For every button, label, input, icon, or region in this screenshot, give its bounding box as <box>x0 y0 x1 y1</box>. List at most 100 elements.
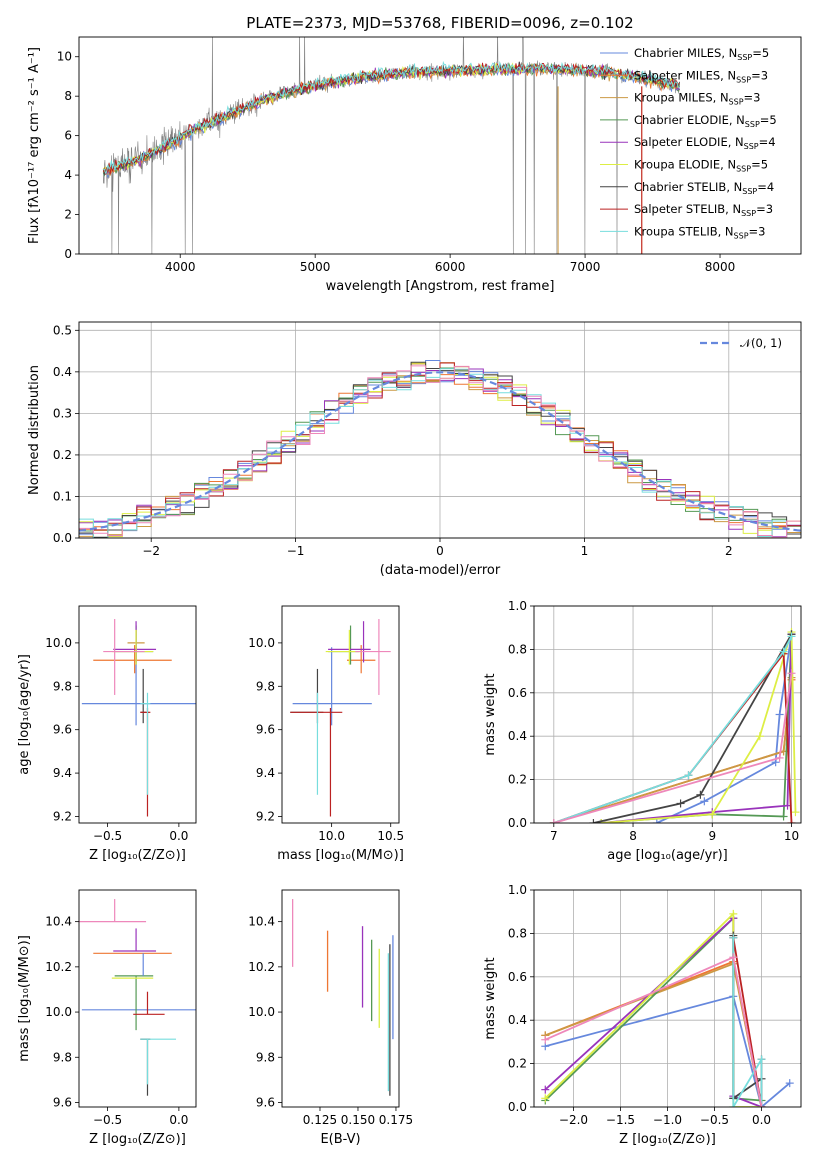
x-axis-label: Z [log₁₀(Z/Z⊙)] <box>89 1132 186 1147</box>
axes-frame <box>281 889 400 1108</box>
model-spectrum <box>102 62 680 173</box>
weight-line <box>732 937 763 1107</box>
y-tick-label: 9.8 <box>256 1050 275 1064</box>
x-tick-label: 0.0 <box>169 1113 188 1127</box>
weight-line <box>544 911 762 1107</box>
y-tick-label: 6 <box>64 129 72 143</box>
x-tick-label: −2.0 <box>559 1113 588 1127</box>
model-spectrum <box>103 63 680 175</box>
y-tick-label: 0.2 <box>53 448 72 462</box>
y-tick-label: 0.5 <box>53 323 72 337</box>
axes-frame <box>78 36 802 255</box>
x-tick-label: 2 <box>725 544 733 558</box>
x-tick-label: −0.5 <box>700 1113 729 1127</box>
y-tick-label: 0.0 <box>508 1100 527 1114</box>
x-tick-label: 0 <box>436 544 444 558</box>
y-tick-label: 0.8 <box>508 926 527 940</box>
x-axis-label: E(B-V) <box>320 1132 360 1147</box>
y-tick-label: 10.0 <box>45 1005 72 1019</box>
x-tick-label: 8000 <box>705 260 736 274</box>
y-tick-label: 0.2 <box>508 1057 527 1071</box>
x-axis-label: age [log₁₀(age/yr)] <box>607 848 728 863</box>
y-tick-label: 10.2 <box>45 960 72 974</box>
y-tick-label: 10.0 <box>248 636 275 650</box>
y-tick-label: 0.3 <box>53 406 72 420</box>
x-tick-label: −1.0 <box>653 1113 682 1127</box>
hist-group <box>79 360 801 538</box>
weight-line <box>553 677 793 823</box>
legend-label: Chabrier MILES, NSSP=5 <box>634 46 769 62</box>
x-tick-label: 10.0 <box>318 829 345 843</box>
x-tick-label: 0.150 <box>341 1113 375 1127</box>
y-tick-label: 10.4 <box>45 915 72 929</box>
weight-line <box>544 960 763 1107</box>
legend-label: Salpeter ELODIE, NSSP=4 <box>634 135 776 151</box>
y-tick-label: 1.0 <box>508 883 527 897</box>
legend-label: Salpeter STELIB, NSSP=3 <box>634 202 773 218</box>
axes-frame <box>533 889 802 1108</box>
weight-line <box>545 995 791 1107</box>
weight-line <box>544 916 762 1107</box>
gaussian-curve <box>79 371 801 532</box>
y-tick-label: 9.4 <box>256 766 275 780</box>
x-axis-label: Z [log₁₀(Z/Z⊙)] <box>89 848 186 863</box>
legend-label: 𝒩(0, 1) <box>740 336 782 350</box>
y-tick-label: 8 <box>64 89 72 103</box>
y-tick-label: 0.6 <box>508 970 527 984</box>
y-tick-label: 9.8 <box>256 679 275 693</box>
weight-line <box>544 962 763 1107</box>
weight-line <box>544 916 762 1102</box>
weight-line <box>593 633 793 823</box>
weight-line <box>601 634 793 823</box>
x-tick-label: 1 <box>581 544 589 558</box>
errorbar-group <box>81 619 196 817</box>
data-spectrum <box>103 37 680 254</box>
y-tick-label: 0.8 <box>508 642 527 656</box>
legend-label: Chabrier STELIB, NSSP=4 <box>634 180 774 196</box>
axes-frame <box>78 889 197 1108</box>
x-tick-label: −1 <box>287 544 305 558</box>
y-axis-label: age [log₁₀(age/yr)] <box>17 654 32 775</box>
x-tick-label: 7 <box>550 829 558 843</box>
model-spectrum <box>103 60 680 175</box>
y-axis-label: Normed distribution <box>27 365 42 495</box>
axes-frame <box>281 605 400 824</box>
y-tick-label: 2 <box>64 208 72 222</box>
x-tick-label: 10.5 <box>377 829 404 843</box>
errorbar-group <box>79 899 196 1096</box>
x-axis-label: Z [log₁₀(Z/Z⊙)] <box>619 1132 716 1147</box>
model-spectrum <box>102 62 680 177</box>
y-axis-label: mass [log₁₀(M/M⊙)] <box>17 935 32 1062</box>
x-axis-label: mass [log₁₀(M/M⊙)] <box>277 848 404 863</box>
y-tick-label: 9.2 <box>53 809 72 823</box>
axes-frame <box>78 605 197 824</box>
x-tick-label: 10 <box>784 829 799 843</box>
axes-frame <box>78 321 802 539</box>
weight-line <box>544 956 763 1107</box>
y-tick-label: 0.0 <box>53 531 72 545</box>
y-axis-label: mass weight <box>483 673 498 755</box>
model-spectrum <box>102 62 680 175</box>
line-group <box>549 628 800 823</box>
legend-label: Kroupa MILES, NSSP=3 <box>634 91 760 107</box>
y-tick-label: 9.2 <box>256 809 275 823</box>
x-tick-label: 4000 <box>165 260 196 274</box>
y-tick-label: 1.0 <box>508 599 527 613</box>
model-spectrum <box>102 62 680 178</box>
y-tick-label: 10.0 <box>45 636 72 650</box>
model-spectrum <box>103 62 680 174</box>
y-tick-label: 0 <box>64 247 72 261</box>
x-tick-label: 9 <box>708 829 716 843</box>
y-tick-label: 0.0 <box>508 816 527 830</box>
y-tick-label: 9.8 <box>53 1050 72 1064</box>
x-tick-label: 0.0 <box>169 829 188 843</box>
y-tick-label: 9.6 <box>256 1095 275 1109</box>
y-tick-label: 4 <box>64 168 72 182</box>
model-spectrum <box>102 63 680 176</box>
line-group <box>541 909 794 1107</box>
x-tick-label: 7000 <box>570 260 601 274</box>
y-tick-label: 9.4 <box>53 766 72 780</box>
legend-label: Kroupa STELIB, NSSP=3 <box>634 224 765 240</box>
legend-label: Kroupa ELODIE, NSSP=5 <box>634 158 768 174</box>
x-tick-label: −0.5 <box>93 1113 122 1127</box>
